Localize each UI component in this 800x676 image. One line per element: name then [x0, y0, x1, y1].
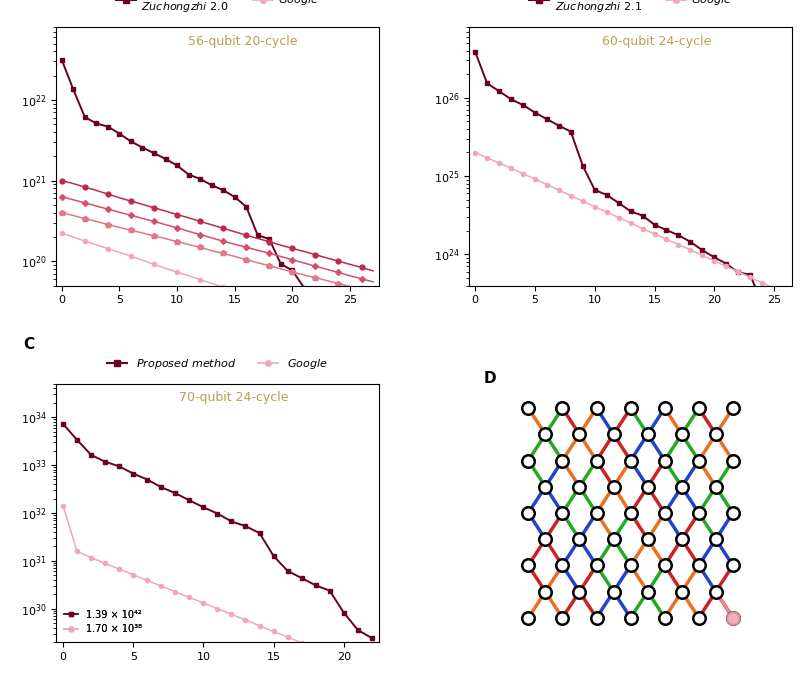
- Legend: 1.39 × 10⁴², 1.70 × 10³⁸: 1.39 × 10⁴², 1.70 × 10³⁸: [61, 606, 145, 637]
- Text: C: C: [24, 337, 35, 352]
- Text: D: D: [484, 371, 496, 386]
- Text: 70-qubit 24-cycle: 70-qubit 24-cycle: [178, 391, 288, 404]
- Text: 56-qubit 20-cycle: 56-qubit 20-cycle: [189, 34, 298, 48]
- Legend: $\it{Proposed\ method}$
$\it{Zuchongzhi\ 2.1}$, $\it{Google}$: $\it{Proposed\ method}$ $\it{Zuchongzhi\…: [525, 0, 737, 19]
- Text: 60-qubit 24-cycle: 60-qubit 24-cycle: [602, 34, 711, 48]
- Legend: $\it{Proposed\ method}$
$\it{Zuchongzhi\ 2.0}$, $\it{Google}$: $\it{Proposed\ method}$ $\it{Zuchongzhi\…: [111, 0, 323, 19]
